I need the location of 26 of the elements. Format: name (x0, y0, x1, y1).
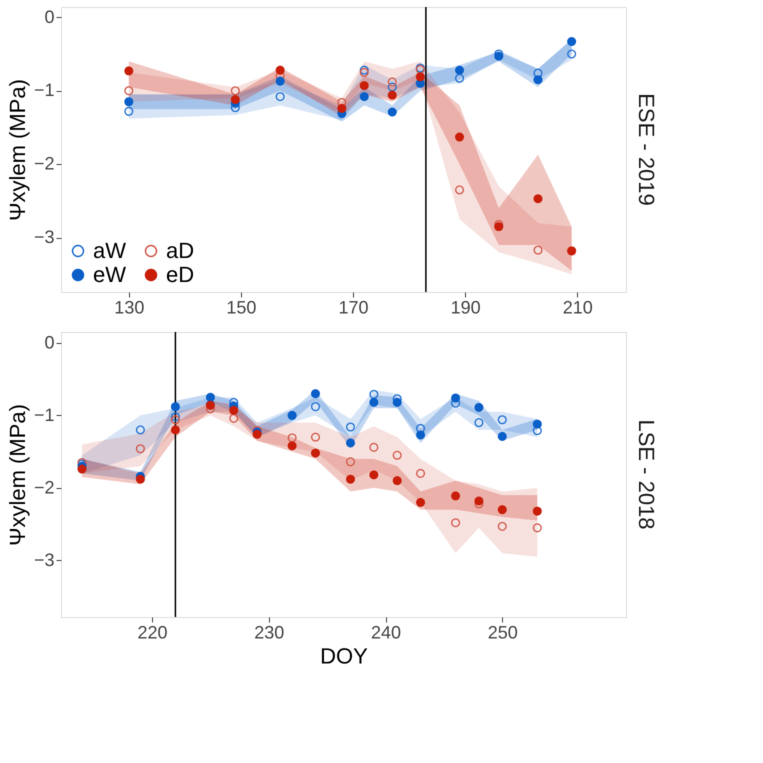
legend-label: eD (166, 262, 194, 287)
y-tick-label: −2 (34, 154, 54, 174)
x-tick-label: 220 (138, 622, 168, 642)
y-tick-label: −1 (34, 404, 54, 425)
text: LSE - 2018 (634, 419, 659, 530)
x-tick-label: 150 (226, 298, 256, 318)
x-tick-label: 170 (338, 298, 369, 318)
y-tick-label: −3 (34, 227, 54, 248)
x-tick-label: 130 (114, 298, 144, 318)
y-tick-label: 0 (44, 6, 54, 27)
y-tick-label: −3 (34, 550, 54, 570)
text: ESE - 2019 (634, 93, 659, 206)
y-axis-title: Ψxylem (MPa) (4, 404, 30, 546)
x-tick-label: 240 (371, 622, 402, 642)
x-axis-title: DOY (320, 644, 368, 668)
x-tick-label: 250 (488, 622, 518, 642)
y-tick-label: 0 (44, 332, 54, 352)
legend-label: aD (166, 238, 194, 263)
x-tick-label: 230 (254, 622, 284, 642)
legend-label: eW (93, 262, 126, 287)
x-tick-label: 210 (562, 298, 593, 318)
x-tick-label: 190 (450, 298, 481, 318)
y-tick-label: −2 (34, 477, 54, 498)
y-axis-title: Ψxylem (MPa) (4, 79, 30, 221)
y-tick-label: −1 (34, 80, 54, 100)
legend-label: aW (93, 238, 126, 263)
